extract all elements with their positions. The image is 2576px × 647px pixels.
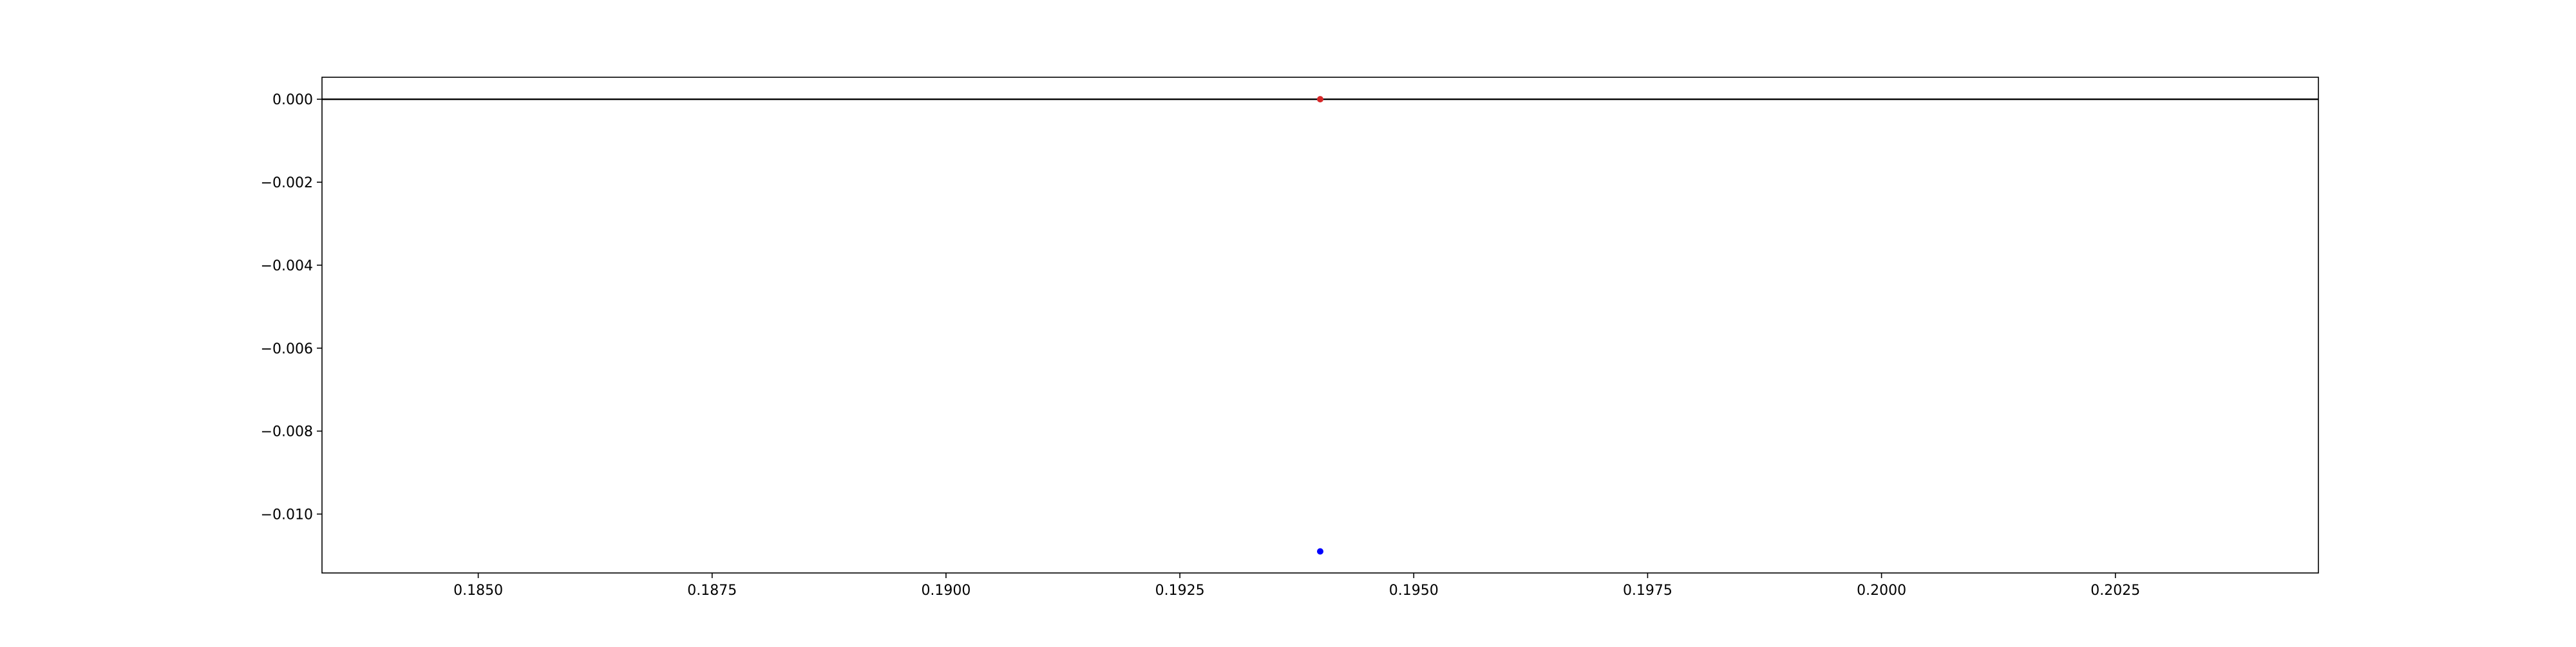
y-tick-label: 0.000 [272, 92, 313, 108]
data-points [1317, 96, 1323, 555]
x-tick-label: 0.1975 [1623, 583, 1672, 599]
x-tick-label: 0.2025 [2090, 583, 2140, 599]
x-axis: 0.1850 0.1875 0.1900 0.1925 0.1950 0.1975 0.20… [453, 573, 2140, 599]
plot-area [322, 77, 2318, 573]
x-tick-label: 0.1900 [921, 583, 971, 599]
x-tick-label: 0.1950 [1389, 583, 1439, 599]
x-tick-label: 0.1925 [1155, 583, 1205, 599]
y-tick-label: −0.004 [261, 258, 313, 274]
y-tick-label: −0.002 [261, 175, 313, 191]
y-tick-label: −0.006 [261, 341, 313, 357]
x-tick-label: 0.1875 [687, 583, 737, 599]
data-point-series-2 [1317, 548, 1323, 555]
x-tick-label: 0.1850 [453, 583, 503, 599]
data-point-series-1 [1317, 96, 1323, 103]
axes-frame [321, 77, 2319, 574]
plot-background [322, 77, 2318, 573]
y-axis: 0.000 −0.002 −0.004 −0.006 −0.008 −0.010 [261, 92, 322, 523]
y-tick-label: −0.010 [261, 507, 313, 523]
x-tick-label: 0.2000 [1857, 583, 1906, 599]
y-tick-label: −0.008 [261, 424, 313, 440]
